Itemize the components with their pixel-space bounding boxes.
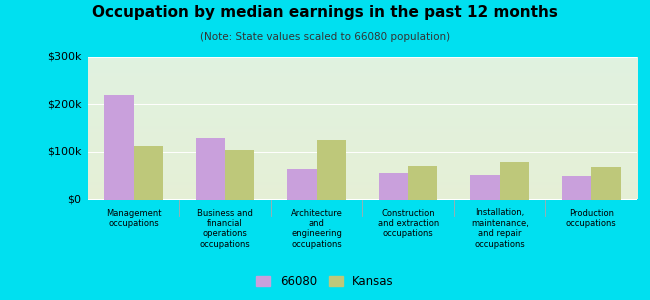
Text: $300k: $300k xyxy=(47,52,81,62)
Bar xyxy=(133,146,162,200)
Bar xyxy=(196,138,225,200)
Bar xyxy=(408,166,437,200)
Text: Business and
financial
operations
occupations: Business and financial operations occupa… xyxy=(197,208,253,249)
Bar xyxy=(317,140,346,200)
Text: Construction
and extraction
occupations: Construction and extraction occupations xyxy=(378,208,439,238)
Text: Occupation by median earnings in the past 12 months: Occupation by median earnings in the pas… xyxy=(92,4,558,20)
Bar xyxy=(562,176,592,200)
Legend: 66080, Kansas: 66080, Kansas xyxy=(252,270,398,292)
Bar xyxy=(225,150,254,200)
Text: $100k: $100k xyxy=(47,147,81,157)
Bar xyxy=(471,175,500,200)
Bar xyxy=(592,167,621,200)
Text: Production
occupations: Production occupations xyxy=(566,208,617,228)
Text: $200k: $200k xyxy=(47,100,81,110)
Text: Installation,
maintenance,
and repair
occupations: Installation, maintenance, and repair oc… xyxy=(471,208,528,249)
Bar xyxy=(287,169,317,200)
Text: Architecture
and
engineering
occupations: Architecture and engineering occupations xyxy=(291,208,343,249)
Bar xyxy=(379,173,408,200)
Bar xyxy=(104,95,133,200)
Text: (Note: State values scaled to 66080 population): (Note: State values scaled to 66080 popu… xyxy=(200,32,450,41)
Bar xyxy=(500,161,529,200)
Text: Management
occupations: Management occupations xyxy=(106,208,161,228)
Text: $0: $0 xyxy=(67,194,81,205)
